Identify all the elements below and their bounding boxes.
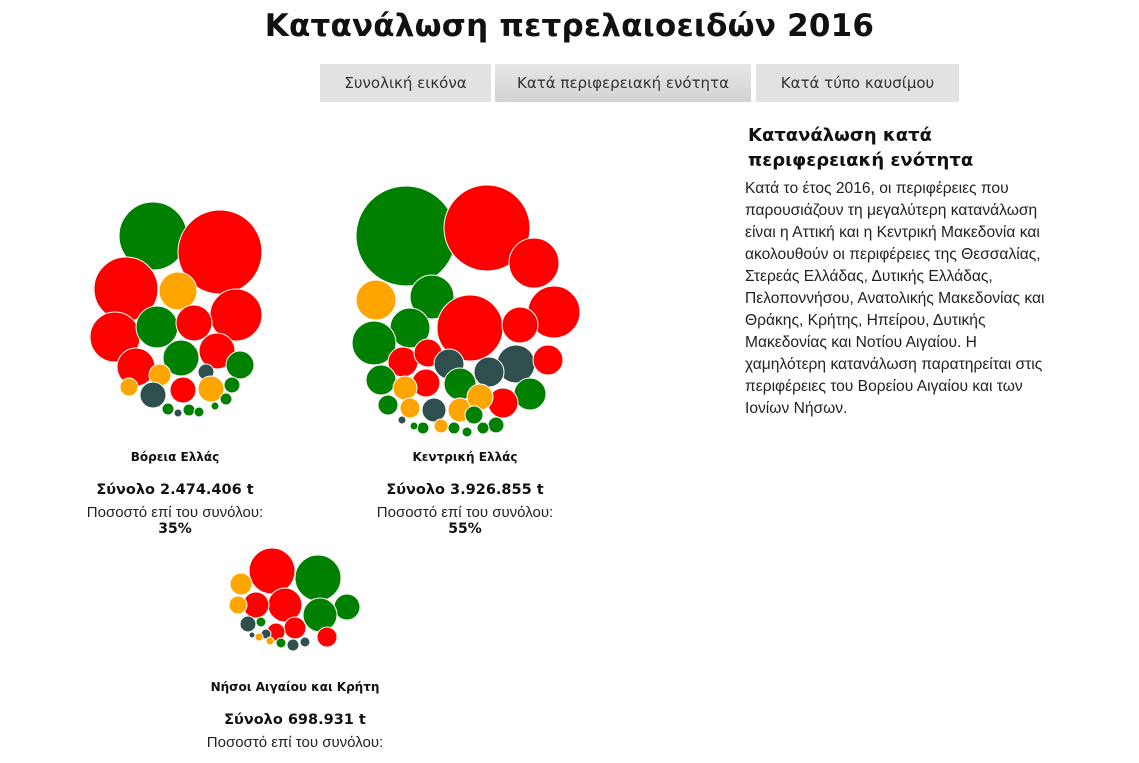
group-share-value: 55% [448, 521, 482, 537]
tab-overview[interactable]: Συνολική εικόνα [320, 64, 491, 102]
group-share-label: Ποσοστό επί του συνόλου: [86, 504, 264, 521]
bubble-2-25[interactable] [421, 397, 447, 423]
bubble-1-24[interactable] [210, 401, 220, 411]
bubble-1-18[interactable] [197, 375, 225, 403]
bubble-2-1[interactable] [355, 185, 457, 287]
bubble-2-9[interactable] [501, 306, 539, 344]
group-name: Νήσοι Αιγαίου και Κρήτη [210, 680, 380, 694]
page-title: Κατανάλωση πετρελαιοειδών 2016 [264, 8, 875, 44]
bubble-3-9[interactable] [239, 615, 257, 633]
bubble-2-20[interactable] [392, 375, 418, 401]
bubble-2-35[interactable] [397, 415, 407, 425]
bubble-3-7[interactable] [228, 595, 248, 615]
bubble-2-16[interactable] [365, 364, 397, 396]
bubble-2-33[interactable] [447, 421, 461, 435]
bubble-1-9[interactable] [198, 332, 236, 370]
bubble-2-21[interactable] [513, 377, 547, 411]
bubble-2-6[interactable] [409, 274, 455, 320]
group-total: Σύνολο 2.474.406 t [96, 482, 254, 498]
bubble-3-2[interactable] [294, 554, 342, 602]
bubble-2-29[interactable] [487, 416, 505, 434]
bubble-3-20[interactable] [248, 631, 256, 639]
bubble-3-1[interactable] [248, 547, 296, 595]
bubble-3-19[interactable] [265, 636, 275, 646]
bubble-3-10[interactable] [283, 616, 307, 640]
bubble-3-16[interactable] [275, 637, 287, 649]
bubble-1-16[interactable] [139, 381, 167, 409]
bubble-2-34[interactable] [461, 426, 473, 438]
bubble-1-19[interactable] [223, 376, 241, 394]
group-total: Σύνολο 3.926.855 t [386, 482, 544, 498]
group-label-islands: Νήσοι Αιγαίου και Κρήτη Σύνολο 698.931 t… [165, 680, 425, 751]
bubble-1-8[interactable] [175, 304, 213, 342]
group-label-north: Βόρεια Ελλάς Σύνολο 2.474.406 t Ποσοστό … [45, 450, 305, 537]
bubble-2-30[interactable] [476, 421, 490, 435]
panel-title: Κατανάλωση κατά περιφερειακή ενότητα [748, 125, 974, 171]
bubble-2-32[interactable] [416, 421, 430, 435]
bubble-3-13[interactable] [255, 616, 267, 628]
bubble-1-25[interactable] [173, 408, 183, 418]
bubble-1-15[interactable] [119, 377, 139, 397]
bubble-2-36[interactable] [409, 421, 419, 431]
bubble-2-31[interactable] [433, 418, 449, 434]
panel-description: Κατά το έτος 2016, οι περιφέρειες που πα… [745, 180, 1045, 417]
tab-by-fuel-type[interactable]: Κατά τύπο καυσίμου [756, 64, 959, 102]
group-total: Σύνολο 698.931 t [224, 712, 366, 728]
bubble-3-3[interactable] [229, 572, 253, 596]
bubble-2-3[interactable] [508, 237, 560, 289]
bubble-2-19[interactable] [473, 356, 505, 388]
bubble-1-17[interactable] [169, 376, 197, 404]
bubble-1-10[interactable] [162, 339, 200, 377]
bubble-2-28[interactable] [464, 405, 484, 425]
group-share-value: 35% [158, 521, 192, 537]
tab-by-region[interactable]: Κατά περιφερειακή ενότητα [495, 64, 751, 102]
bubble-1-21[interactable] [161, 402, 175, 416]
group-label-central: Κεντρική Ελλάς Σύνολο 3.926.855 t Ποσοστ… [335, 450, 595, 537]
group-share-label: Ποσοστό επί του συνόλου: [206, 734, 384, 751]
bubble-1-7[interactable] [135, 305, 179, 349]
bubble-1-23[interactable] [193, 406, 205, 418]
bubble-1-22[interactable] [182, 403, 196, 417]
bubble-2-23[interactable] [377, 394, 399, 416]
bubble-chart [89, 184, 581, 652]
bubble-3-15[interactable] [254, 632, 264, 642]
bubble-2-5[interactable] [355, 279, 397, 321]
bubble-2-2[interactable] [443, 184, 531, 272]
bubble-3-18[interactable] [299, 636, 311, 648]
bubble-1-20[interactable] [219, 392, 233, 406]
group-name: Κεντρική Ελλάς [412, 450, 518, 464]
bubble-3-8[interactable] [302, 597, 338, 633]
bubble-2-24[interactable] [399, 397, 421, 419]
bubble-3-17[interactable] [286, 638, 300, 652]
bubble-3-11[interactable] [316, 626, 338, 648]
bubble-2-10[interactable] [351, 320, 397, 366]
bubble-1-12[interactable] [225, 350, 255, 380]
bubble-1-4[interactable] [158, 271, 198, 311]
bubble-3-4[interactable] [333, 593, 361, 621]
bubble-2-15[interactable] [532, 344, 564, 376]
group-name: Βόρεια Ελλάς [130, 450, 220, 464]
group-share-label: Ποσοστό επί του συνόλου: [376, 504, 554, 521]
